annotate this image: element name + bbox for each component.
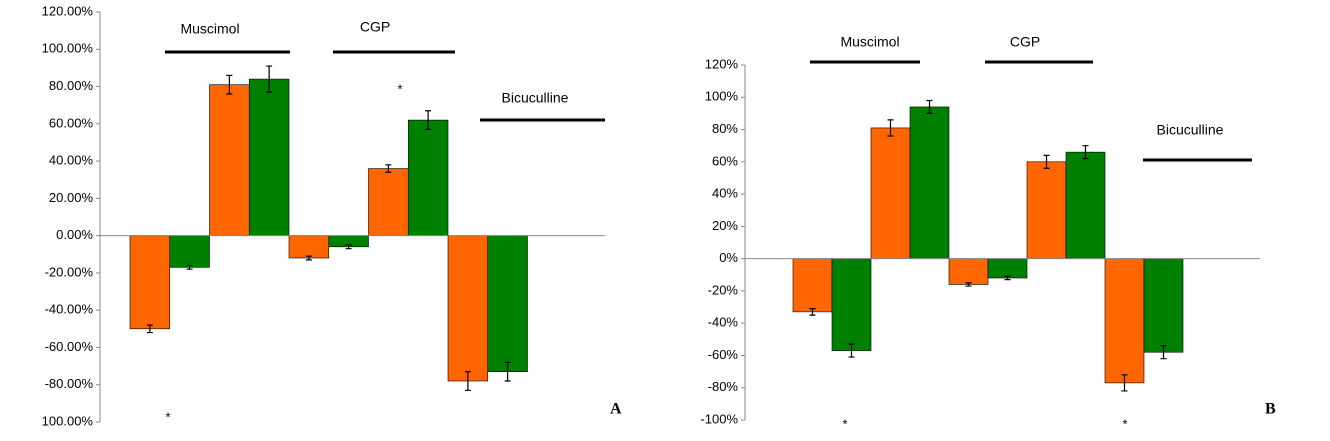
bar (987, 258, 1028, 279)
y-tick-label: -60% (708, 347, 739, 362)
y-tick-label: 80.00% (49, 78, 94, 93)
y-tick-label: 60% (712, 153, 738, 168)
group-label: Bicuculline (502, 90, 569, 106)
y-tick-label: 20.00% (49, 190, 94, 205)
bar (447, 235, 489, 382)
significance-star: * (842, 416, 847, 431)
y-tick-label: -80.00% (45, 376, 94, 391)
y-tick-label: 100.00% (42, 41, 94, 56)
y-tick-label: -20.00% (45, 264, 94, 279)
bar (288, 235, 330, 259)
bar (1026, 161, 1067, 259)
bar (169, 235, 210, 268)
bar (1065, 151, 1106, 259)
error-bar (887, 119, 894, 137)
y-tick-label: -20% (708, 282, 739, 297)
group-label: Muscimol (840, 34, 899, 50)
y-tick-label: 0.00% (56, 227, 93, 242)
y-tick-label: -100% (700, 411, 738, 426)
error-bar (226, 74, 233, 95)
group-label: Bicuculline (1157, 122, 1224, 138)
error-bar (345, 244, 352, 250)
significance-star: * (397, 81, 402, 96)
error-bar (266, 65, 273, 93)
y-tick-label: 100% (705, 89, 739, 104)
bar (1104, 258, 1145, 384)
bar (870, 127, 911, 259)
bar (209, 84, 250, 236)
y-tick-label: 20% (712, 218, 738, 233)
error-bar (965, 282, 972, 287)
error-bar (1121, 374, 1128, 392)
bar (909, 106, 950, 259)
significance-star: * (165, 409, 170, 424)
bar (948, 258, 989, 285)
panel-label: B (1265, 401, 1276, 418)
error-bar (504, 361, 511, 382)
error-bar (809, 308, 816, 316)
error-bar (385, 164, 392, 173)
y-tick-label: 120% (705, 56, 739, 71)
y-tick-label: 60.00% (49, 115, 94, 130)
significance-star: * (1122, 416, 1127, 431)
bar (487, 235, 528, 372)
error-bar (425, 110, 432, 131)
y-tick-label: -80% (708, 379, 739, 394)
error-bar (186, 264, 193, 270)
y-tick-label: 0% (719, 250, 738, 265)
y-tick-label: 120.00% (42, 3, 94, 18)
error-bar (305, 255, 312, 261)
group-label: CGP (360, 19, 390, 35)
error-bar (926, 99, 933, 115)
error-bar (464, 371, 471, 391)
bar (248, 78, 290, 236)
bar (407, 119, 449, 236)
error-bar (1043, 154, 1050, 169)
error-bar (146, 324, 153, 334)
y-tick-label: -60.00% (45, 339, 94, 354)
bar (1143, 258, 1184, 353)
error-bar (1004, 275, 1011, 281)
bar (368, 168, 409, 236)
y-tick-label: 100.00% (42, 413, 94, 428)
y-tick-label: 40% (712, 186, 738, 201)
error-bar (1082, 145, 1089, 160)
group-label: CGP (1010, 34, 1040, 50)
group-label: Muscimol (180, 21, 239, 37)
panel-label: A (610, 401, 622, 418)
y-tick-label: 40.00% (49, 153, 94, 168)
bar (792, 258, 833, 313)
error-bar (1160, 345, 1167, 360)
y-tick-label: 80% (712, 121, 738, 136)
y-tick-label: -40.00% (45, 302, 94, 317)
error-bar (848, 343, 855, 358)
bar (129, 235, 171, 330)
y-tick-label: -40% (708, 315, 739, 330)
bar (831, 258, 872, 351)
